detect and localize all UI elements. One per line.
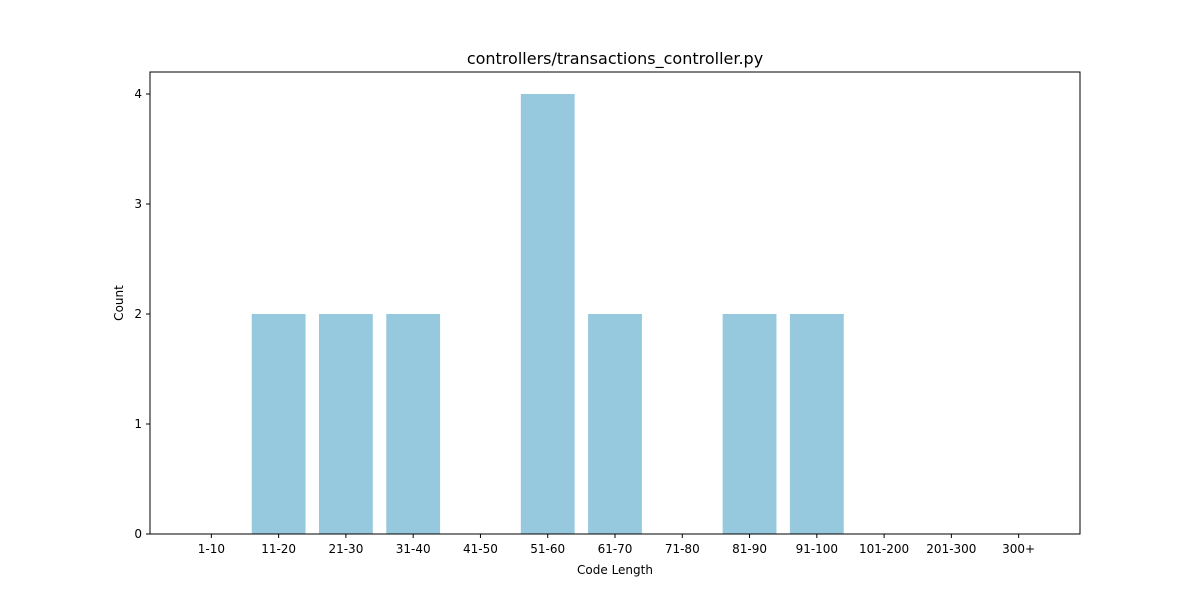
x-tick-label: 300+ (1002, 542, 1035, 556)
y-tick-label: 3 (134, 197, 142, 211)
x-tick-label: 11-20 (261, 542, 296, 556)
y-tick-label: 0 (134, 527, 142, 541)
x-tick-label: 51-60 (530, 542, 565, 556)
x-tick-label: 101-200 (859, 542, 909, 556)
bar-11-20 (251, 314, 306, 534)
y-tick-label: 2 (134, 307, 142, 321)
x-tick-label: 31-40 (396, 542, 431, 556)
x-tick-label: 71-80 (665, 542, 700, 556)
bar-81-90 (722, 314, 777, 534)
x-axis-label: Code Length (577, 563, 653, 577)
x-tick-label: 81-90 (732, 542, 767, 556)
bar-91-100 (789, 314, 844, 534)
x-axis-ticks: 1-10 11-20 21-30 31-40 41-50 51-60 61-70 71-80 8… (198, 534, 1035, 556)
x-tick-label: 41-50 (463, 542, 498, 556)
x-tick-label: 61-70 (598, 542, 633, 556)
y-axis-ticks: 0 1 2 3 4 (134, 87, 150, 541)
y-tick-label: 4 (134, 87, 142, 101)
bar-61-70 (588, 314, 642, 534)
bar-51-60 (520, 94, 575, 534)
x-tick-label: 21-30 (328, 542, 363, 556)
x-tick-label: 1-10 (198, 542, 225, 556)
chart-title: controllers/transactions_controller.py (467, 49, 763, 69)
x-tick-label: 201-300 (926, 542, 976, 556)
y-axis-label: Count (112, 285, 126, 321)
bar-31-40 (386, 314, 441, 534)
x-tick-label: 91-100 (796, 542, 839, 556)
bar-21-30 (318, 314, 373, 534)
y-tick-label: 1 (134, 417, 142, 431)
bars-layer (251, 94, 844, 534)
